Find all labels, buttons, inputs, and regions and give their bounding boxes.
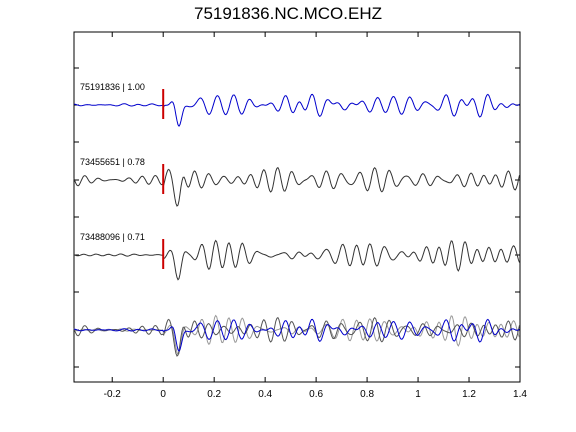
x-tick-label: 1 xyxy=(415,389,421,400)
x-tick-label: 1.2 xyxy=(462,389,476,400)
overlay-line-73488096 xyxy=(73,314,520,356)
x-tick-label: 0.6 xyxy=(309,389,323,400)
plot-frame xyxy=(73,31,521,383)
x-tick-label: 1.4 xyxy=(513,389,527,400)
x-tick-label: 0 xyxy=(160,389,166,400)
x-tick-label: -0.2 xyxy=(104,389,122,400)
x-tick-label: 0.8 xyxy=(360,389,374,400)
trace-line-73488096 xyxy=(73,239,520,281)
traces: 75191836 | 1.00 73455651 | 0.78 73488096 |… xyxy=(73,82,520,357)
overlay-line-75191836 xyxy=(73,318,520,352)
overlay-line-73455651 xyxy=(73,316,520,357)
trace-line-75191836 xyxy=(73,93,520,127)
trace-label: 75191836 | 1.00 xyxy=(80,82,145,92)
trace-label: 73488096 | 0.71 xyxy=(80,232,145,242)
x-tick-label: 0.2 xyxy=(207,389,221,400)
chart-title: 75191836.NC.MCO.EHZ xyxy=(193,4,383,23)
trace-line-73455651 xyxy=(73,166,520,207)
trace-label: 73455651 | 0.78 xyxy=(80,157,145,167)
x-tick-label: 0.4 xyxy=(258,389,272,400)
